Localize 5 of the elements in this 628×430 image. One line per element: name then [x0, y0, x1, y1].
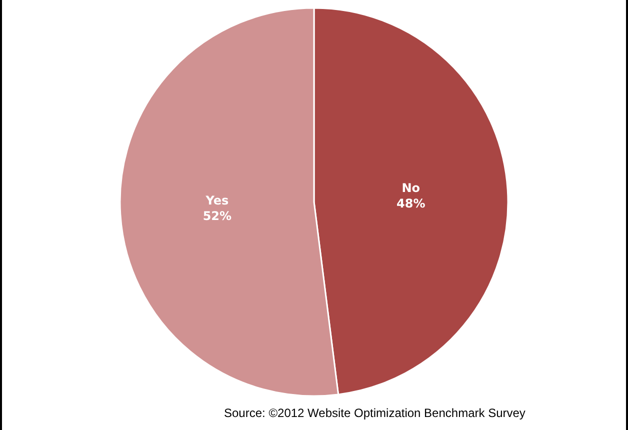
slice-label: No — [402, 181, 420, 196]
source-note: Source: ©2012 Website Optimization Benchmark Survey — [224, 406, 526, 420]
data-label: 52% — [202, 208, 232, 223]
slice-label: Yes — [204, 193, 229, 208]
data-label: 48% — [396, 196, 426, 211]
